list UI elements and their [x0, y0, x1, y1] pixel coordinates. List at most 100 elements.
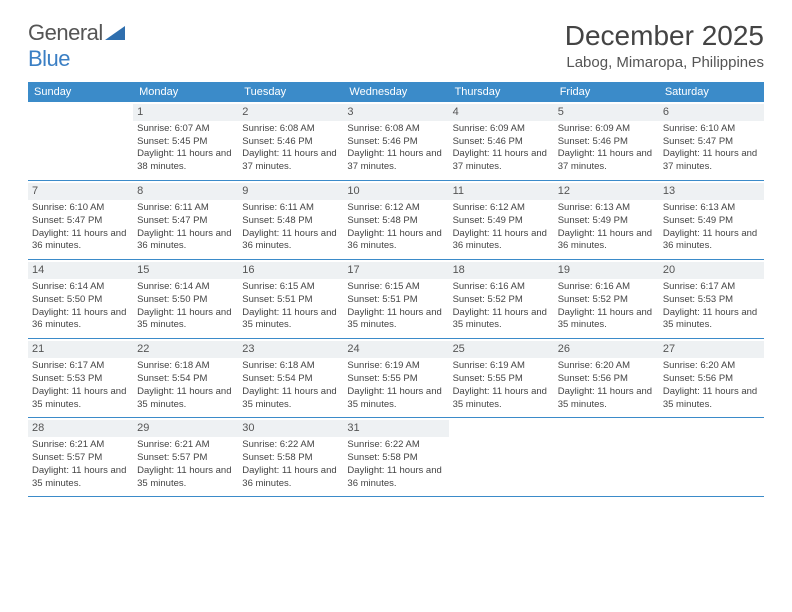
calendar-cell: 21Sunrise: 6:17 AMSunset: 5:53 PMDayligh…: [28, 339, 133, 417]
day-number: 1: [133, 104, 238, 121]
day-header: Friday: [554, 82, 659, 102]
day-number: 3: [343, 104, 448, 121]
daylight-line: Daylight: 11 hours and 35 minutes.: [242, 386, 339, 412]
calendar-cell: 18Sunrise: 6:16 AMSunset: 5:52 PMDayligh…: [449, 260, 554, 338]
sunset-line: Sunset: 5:54 PM: [242, 373, 339, 386]
sunrise-line: Sunrise: 6:15 AM: [347, 281, 444, 294]
sunset-line: Sunset: 5:49 PM: [558, 215, 655, 228]
calendar-cell: 14Sunrise: 6:14 AMSunset: 5:50 PMDayligh…: [28, 260, 133, 338]
sunset-line: Sunset: 5:52 PM: [453, 294, 550, 307]
calendar-cell: 29Sunrise: 6:21 AMSunset: 5:57 PMDayligh…: [133, 418, 238, 496]
sunrise-line: Sunrise: 6:18 AM: [242, 360, 339, 373]
sunset-line: Sunset: 5:56 PM: [558, 373, 655, 386]
calendar-cell: 19Sunrise: 6:16 AMSunset: 5:52 PMDayligh…: [554, 260, 659, 338]
sunrise-line: Sunrise: 6:14 AM: [32, 281, 129, 294]
daylight-line: Daylight: 11 hours and 35 minutes.: [137, 307, 234, 333]
sunrise-line: Sunrise: 6:15 AM: [242, 281, 339, 294]
day-number: 19: [554, 262, 659, 279]
day-number: 14: [28, 262, 133, 279]
day-number: 12: [554, 183, 659, 200]
day-number: 31: [343, 420, 448, 437]
sunrise-line: Sunrise: 6:19 AM: [347, 360, 444, 373]
calendar-cell: 15Sunrise: 6:14 AMSunset: 5:50 PMDayligh…: [133, 260, 238, 338]
sunrise-line: Sunrise: 6:09 AM: [558, 123, 655, 136]
sunset-line: Sunset: 5:47 PM: [663, 136, 760, 149]
calendar-cell: 30Sunrise: 6:22 AMSunset: 5:58 PMDayligh…: [238, 418, 343, 496]
calendar-cell: 1Sunrise: 6:07 AMSunset: 5:45 PMDaylight…: [133, 102, 238, 180]
sunset-line: Sunset: 5:52 PM: [558, 294, 655, 307]
daylight-line: Daylight: 11 hours and 36 minutes.: [32, 228, 129, 254]
daylight-line: Daylight: 11 hours and 35 minutes.: [663, 307, 760, 333]
calendar-cell: [28, 102, 133, 180]
day-number: 17: [343, 262, 448, 279]
sunrise-line: Sunrise: 6:12 AM: [347, 202, 444, 215]
sunset-line: Sunset: 5:55 PM: [453, 373, 550, 386]
day-number: 4: [449, 104, 554, 121]
calendar-cell: [659, 418, 764, 496]
sunset-line: Sunset: 5:48 PM: [347, 215, 444, 228]
day-number: 27: [659, 341, 764, 358]
day-number: 16: [238, 262, 343, 279]
calendar-cell: 17Sunrise: 6:15 AMSunset: 5:51 PMDayligh…: [343, 260, 448, 338]
day-number: 6: [659, 104, 764, 121]
daylight-line: Daylight: 11 hours and 36 minutes.: [32, 307, 129, 333]
page-title: December 2025: [565, 20, 764, 52]
daylight-line: Daylight: 11 hours and 36 minutes.: [242, 465, 339, 491]
daylight-line: Daylight: 11 hours and 35 minutes.: [347, 386, 444, 412]
day-number: 11: [449, 183, 554, 200]
sunset-line: Sunset: 5:53 PM: [32, 373, 129, 386]
daylight-line: Daylight: 11 hours and 36 minutes.: [558, 228, 655, 254]
calendar-week: 21Sunrise: 6:17 AMSunset: 5:53 PMDayligh…: [28, 339, 764, 418]
day-header: Thursday: [449, 82, 554, 102]
calendar-cell: 4Sunrise: 6:09 AMSunset: 5:46 PMDaylight…: [449, 102, 554, 180]
day-number: 22: [133, 341, 238, 358]
day-number: 29: [133, 420, 238, 437]
day-number: 7: [28, 183, 133, 200]
title-block: December 2025 Labog, Mimaropa, Philippin…: [565, 20, 764, 71]
sunset-line: Sunset: 5:53 PM: [663, 294, 760, 307]
calendar-cell: 10Sunrise: 6:12 AMSunset: 5:48 PMDayligh…: [343, 181, 448, 259]
sunset-line: Sunset: 5:57 PM: [137, 452, 234, 465]
daylight-line: Daylight: 11 hours and 36 minutes.: [242, 228, 339, 254]
calendar-week: 7Sunrise: 6:10 AMSunset: 5:47 PMDaylight…: [28, 181, 764, 260]
calendar-cell: 16 Sunrise: 6:15 AMSunset: 5:51 PMDayligh…: [238, 260, 343, 338]
day-header-row: SundayMondayTuesdayWednesdayThursdayFrid…: [28, 82, 764, 102]
calendar-cell: 3Sunrise: 6:08 AMSunset: 5:46 PMDaylight…: [343, 102, 448, 180]
sunrise-line: Sunrise: 6:21 AM: [137, 439, 234, 452]
sunrise-line: Sunrise: 6:21 AM: [32, 439, 129, 452]
daylight-line: Daylight: 11 hours and 35 minutes.: [242, 307, 339, 333]
calendar-cell: 6Sunrise: 6:10 AMSunset: 5:47 PMDaylight…: [659, 102, 764, 180]
daylight-line: Daylight: 11 hours and 35 minutes.: [558, 307, 655, 333]
calendar-cell: 26Sunrise: 6:20 AMSunset: 5:56 PMDayligh…: [554, 339, 659, 417]
logo: General Blue: [28, 20, 125, 72]
logo-text: General Blue: [28, 20, 125, 72]
sunrise-line: Sunrise: 6:11 AM: [137, 202, 234, 215]
day-header: Saturday: [659, 82, 764, 102]
calendar-cell: 5Sunrise: 6:09 AMSunset: 5:46 PMDaylight…: [554, 102, 659, 180]
sunset-line: Sunset: 5:54 PM: [137, 373, 234, 386]
calendar-cell: 22Sunrise: 6:18 AMSunset: 5:54 PMDayligh…: [133, 339, 238, 417]
calendar-cell: [554, 418, 659, 496]
calendar-body: 1Sunrise: 6:07 AMSunset: 5:45 PMDaylight…: [28, 102, 764, 497]
sunset-line: Sunset: 5:57 PM: [32, 452, 129, 465]
sunrise-line: Sunrise: 6:16 AM: [453, 281, 550, 294]
day-number: 24: [343, 341, 448, 358]
daylight-line: Daylight: 11 hours and 35 minutes.: [663, 386, 760, 412]
daylight-line: Daylight: 11 hours and 37 minutes.: [347, 148, 444, 174]
calendar-cell: 9Sunrise: 6:11 AMSunset: 5:48 PMDaylight…: [238, 181, 343, 259]
day-number: [659, 420, 764, 437]
sunset-line: Sunset: 5:51 PM: [242, 294, 339, 307]
calendar-cell: 24Sunrise: 6:19 AMSunset: 5:55 PMDayligh…: [343, 339, 448, 417]
day-number: 18: [449, 262, 554, 279]
sunset-line: Sunset: 5:47 PM: [32, 215, 129, 228]
day-header: Tuesday: [238, 82, 343, 102]
sunset-line: Sunset: 5:47 PM: [137, 215, 234, 228]
calendar-cell: 28Sunrise: 6:21 AMSunset: 5:57 PMDayligh…: [28, 418, 133, 496]
sunrise-line: Sunrise: 6:09 AM: [453, 123, 550, 136]
daylight-line: Daylight: 11 hours and 35 minutes.: [558, 386, 655, 412]
daylight-line: Daylight: 11 hours and 36 minutes.: [347, 228, 444, 254]
sunset-line: Sunset: 5:45 PM: [137, 136, 234, 149]
calendar-cell: 25Sunrise: 6:19 AMSunset: 5:55 PMDayligh…: [449, 339, 554, 417]
day-number: 30: [238, 420, 343, 437]
sunset-line: Sunset: 5:58 PM: [242, 452, 339, 465]
